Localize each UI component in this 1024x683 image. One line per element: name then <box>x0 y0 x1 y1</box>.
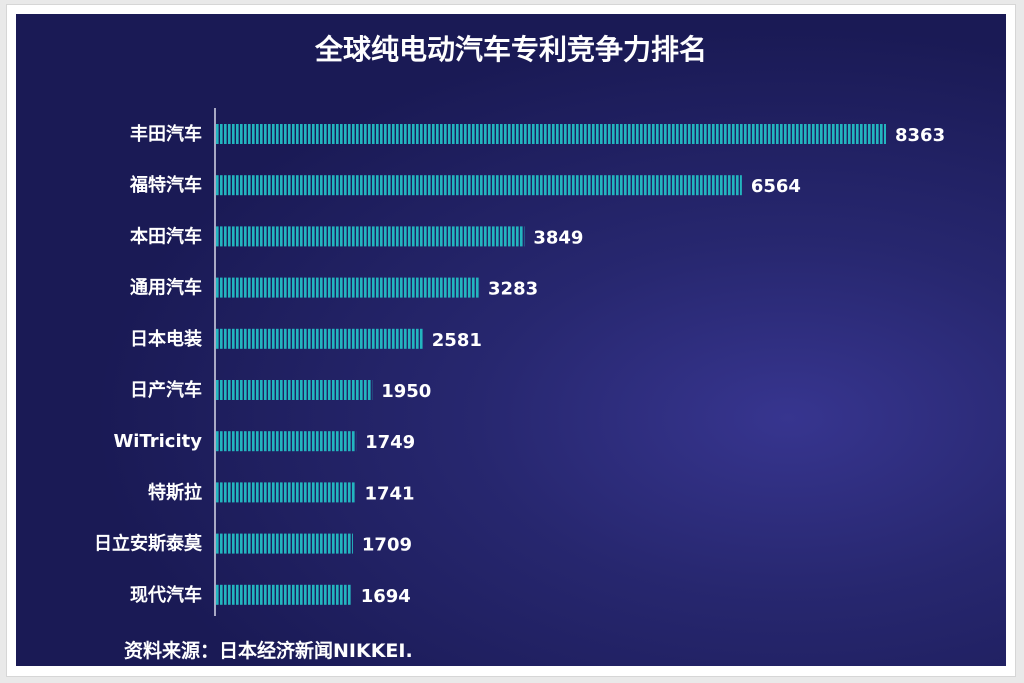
value-label: 3849 <box>533 227 583 248</box>
bar <box>216 277 480 298</box>
category-label: WiTricity <box>113 431 202 452</box>
category-label: 福特汽车 <box>129 174 202 196</box>
bar <box>216 431 357 452</box>
bar-chart: 全球纯电动汽车专利竞争力排名 丰田汽车 8363 福特汽车 6564 本田汽车 3849 通… <box>94 33 945 662</box>
value-label: 2581 <box>432 330 482 351</box>
bar <box>216 175 742 196</box>
bar <box>216 124 886 144</box>
category-label: 日立安斯泰莫 <box>94 533 203 555</box>
bar <box>216 482 356 503</box>
source-note: 资料来源：日本经济新闻NIKKEI. <box>124 639 413 662</box>
bar <box>216 328 423 349</box>
value-label: 1749 <box>365 432 415 453</box>
bar <box>216 533 353 554</box>
bars-group: 丰田汽车 8363 福特汽车 6564 本田汽车 3849 通用汽车 3283 日本电装 2581… <box>94 123 945 607</box>
category-label: 本田汽车 <box>130 225 202 247</box>
category-label: 通用汽车 <box>130 277 202 299</box>
bar <box>216 584 352 605</box>
category-label: 丰田汽车 <box>130 123 202 145</box>
value-label: 1694 <box>361 586 411 607</box>
value-label: 1741 <box>364 483 414 504</box>
value-label: 1950 <box>381 381 431 402</box>
chart-title: 全球纯电动汽车专利竞争力排名 <box>314 33 707 66</box>
category-label: 特斯拉 <box>148 481 202 503</box>
value-label: 6564 <box>751 176 801 197</box>
category-label: 现代汽车 <box>130 584 202 606</box>
category-label: 日本电装 <box>130 328 202 350</box>
value-label: 3283 <box>488 279 538 300</box>
value-label: 1709 <box>362 535 412 556</box>
bar <box>216 380 373 400</box>
bar <box>216 226 525 247</box>
category-label: 日产汽车 <box>130 379 202 401</box>
value-label: 8363 <box>895 125 945 146</box>
chart-panel: 全球纯电动汽车专利竞争力排名 丰田汽车 8363 福特汽车 6564 本田汽车 3849 通… <box>16 14 1006 666</box>
